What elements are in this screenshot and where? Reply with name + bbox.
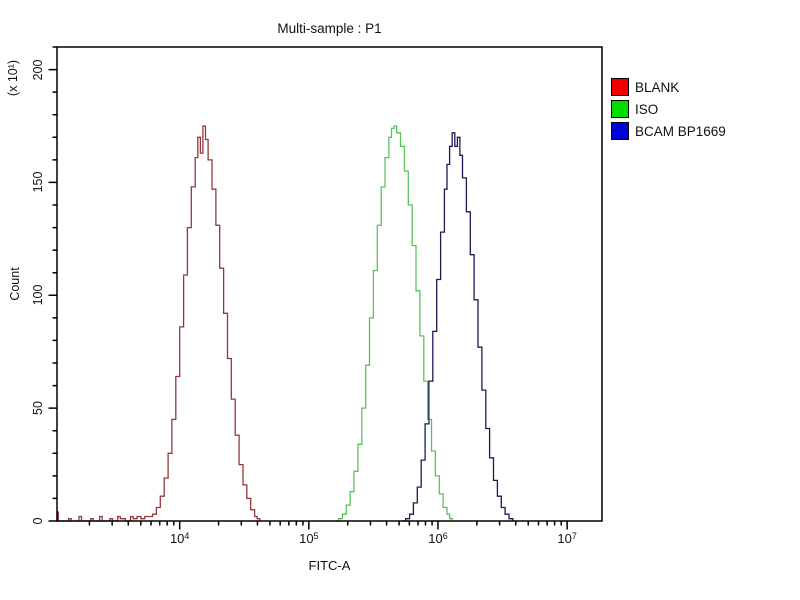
x-tick-label-1e7: 107 [557,531,577,546]
legend-label-iso: ISO [635,101,659,117]
histogram-curves [56,125,514,522]
legend: BLANK ISO BCAM BP1669 [611,76,726,142]
x-tick-label-1e6: 106 [428,531,448,546]
legend-label-bcam: BCAM BP1669 [635,123,726,139]
y-tick-label-0: 0 [31,517,45,525]
legend-item-bcam[interactable]: BCAM BP1669 [611,120,726,142]
x-tick-label-1e5: 105 [299,531,319,546]
curve-bcam-bp1669 [401,132,514,522]
x-tick-label-1e4: 104 [169,531,190,546]
plot-frame [56,46,603,522]
curve-iso [334,125,453,522]
y-tick-label-100: 100 [31,284,45,306]
y-tick-label-50: 50 [31,401,45,416]
x-axis-title: FITC-A [308,558,351,573]
iso-color-swatch [611,100,629,118]
y-tick-label-200: 200 [31,59,45,80]
tick-marks [48,46,568,530]
y-axis-title: Count [8,267,22,301]
bcam-color-swatch [611,122,629,140]
curve-blank [56,125,261,522]
axis-ticks [48,46,568,530]
chart-title: Multi-sample : P1 [277,21,382,36]
legend-item-blank[interactable]: BLANK [611,76,726,98]
blank-color-swatch [611,78,629,96]
legend-label-blank: BLANK [635,79,680,95]
y-axis-unit-label: (x 10¹) [6,59,20,97]
legend-item-iso[interactable]: ISO [611,98,726,120]
y-tick-label-150: 150 [31,171,45,193]
